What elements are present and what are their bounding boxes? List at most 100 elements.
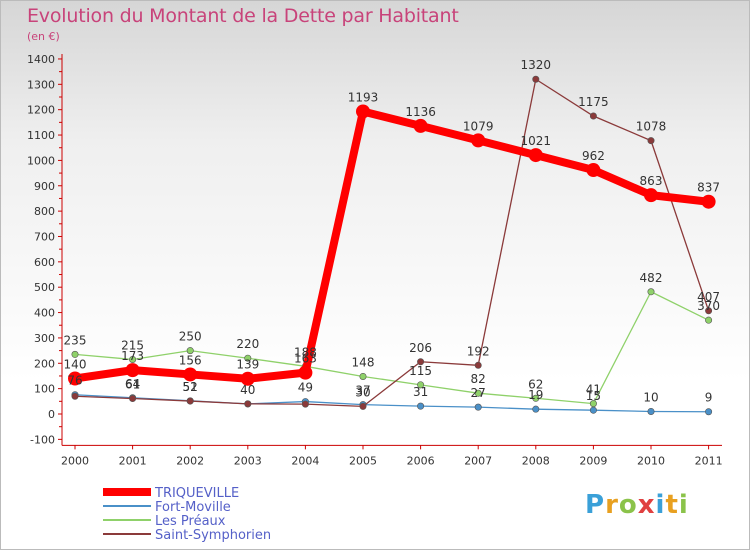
data-label: 27 [471, 386, 486, 400]
data-point [71, 392, 79, 400]
y-tick-label: 500 [34, 281, 55, 294]
proxiti-logo: Proxiti [585, 490, 689, 520]
x-tick-label: 2001 [119, 454, 147, 467]
data-point [647, 407, 655, 415]
x-tick-label: 2003 [234, 454, 262, 467]
data-label: 1320 [521, 58, 552, 72]
y-tick-label: 700 [34, 230, 55, 243]
data-point [298, 365, 313, 380]
data-label: 220 [236, 337, 259, 351]
data-label: 52 [183, 380, 198, 394]
data-point [244, 400, 252, 408]
y-tick-label: 1400 [27, 53, 55, 66]
chart-title: Evolution du Montant de la Dette par Hab… [27, 5, 459, 27]
data-label: 139 [236, 358, 259, 372]
data-label: 76 [67, 374, 82, 388]
x-tick-label: 2011 [695, 454, 723, 467]
x-tick-label: 2005 [349, 454, 377, 467]
legend-label: TRIQUEVILLE [154, 486, 239, 501]
data-label: 235 [64, 333, 87, 347]
data-point [186, 397, 194, 405]
data-label: 31 [413, 385, 428, 399]
y-tick-label: 800 [34, 205, 55, 218]
data-point [586, 163, 601, 178]
data-label: 863 [640, 174, 663, 188]
data-label: 1136 [405, 105, 436, 119]
data-label: 9 [705, 391, 713, 405]
x-tick-label: 2010 [637, 454, 665, 467]
x-tick-label: 2004 [291, 454, 319, 467]
data-point [68, 371, 82, 386]
data-label: 62 [528, 377, 543, 391]
data-label: 64 [125, 377, 140, 391]
data-label: 156 [179, 353, 202, 367]
y-tick-label: 1300 [27, 78, 55, 91]
data-label: 37 [355, 384, 370, 398]
data-label: 148 [352, 355, 375, 369]
data-label: 837 [697, 181, 720, 195]
data-point [471, 133, 486, 148]
data-point [528, 148, 543, 163]
series-line-fort-moville [74, 394, 710, 413]
data-point [359, 402, 367, 410]
y-tick-label: 300 [34, 332, 55, 345]
data-point [359, 372, 367, 380]
x-tick-label: 2008 [522, 454, 550, 467]
data-label: 407 [697, 290, 720, 304]
data-point [474, 389, 482, 397]
y-tick-label: 1000 [27, 154, 55, 167]
y-tick-label: 200 [34, 357, 55, 370]
data-point [129, 395, 137, 403]
x-tick-label: 2006 [407, 454, 435, 467]
data-label: 15 [586, 389, 601, 403]
data-point [647, 288, 655, 296]
data-point [474, 361, 482, 369]
legend-label: Fort-Moville [155, 500, 231, 515]
y-tick-label: 1100 [27, 129, 55, 142]
y-tick-label: 1200 [27, 104, 55, 117]
data-label: 1079 [463, 119, 494, 133]
x-tick-label: 2009 [579, 454, 607, 467]
data-label: 51 [183, 380, 198, 394]
data-point [705, 316, 713, 324]
y-tick-label: 0 [48, 408, 55, 421]
data-label: 1078 [636, 120, 667, 134]
y-tick-label: 900 [34, 180, 55, 193]
data-label: 41 [586, 383, 601, 397]
y-tick-label: 400 [34, 307, 55, 320]
data-point [183, 367, 198, 382]
data-label: 482 [640, 271, 663, 285]
data-label: 250 [179, 330, 202, 344]
data-label: 10 [643, 390, 658, 404]
data-point [705, 307, 713, 315]
x-tick-label: 2000 [61, 454, 89, 467]
data-point [647, 137, 655, 145]
data-point [589, 112, 597, 120]
data-label: 115 [409, 364, 432, 378]
data-label: 49 [298, 381, 313, 395]
data-point [532, 394, 540, 402]
data-label: 962 [582, 149, 605, 163]
data-point [301, 400, 309, 408]
series-line-saint-symphorien [74, 78, 710, 408]
data-label: 40 [240, 383, 255, 397]
y-tick-label: -100 [30, 433, 55, 446]
data-point [705, 408, 713, 416]
data-label: 82 [471, 372, 486, 386]
data-label: 140 [64, 357, 87, 371]
data-point [589, 406, 597, 414]
data-point [417, 358, 425, 366]
data-point [474, 403, 482, 411]
data-label: 163 [294, 352, 317, 366]
data-point [701, 194, 716, 209]
y-tick-label: 100 [34, 383, 55, 396]
data-point [417, 402, 425, 410]
legend-label: Saint-Symphorien [155, 528, 271, 543]
series-line-triqueville [71, 107, 713, 383]
data-point [413, 118, 428, 133]
data-label: 19 [528, 388, 543, 402]
data-point [589, 400, 597, 408]
data-label: 61 [125, 378, 140, 392]
